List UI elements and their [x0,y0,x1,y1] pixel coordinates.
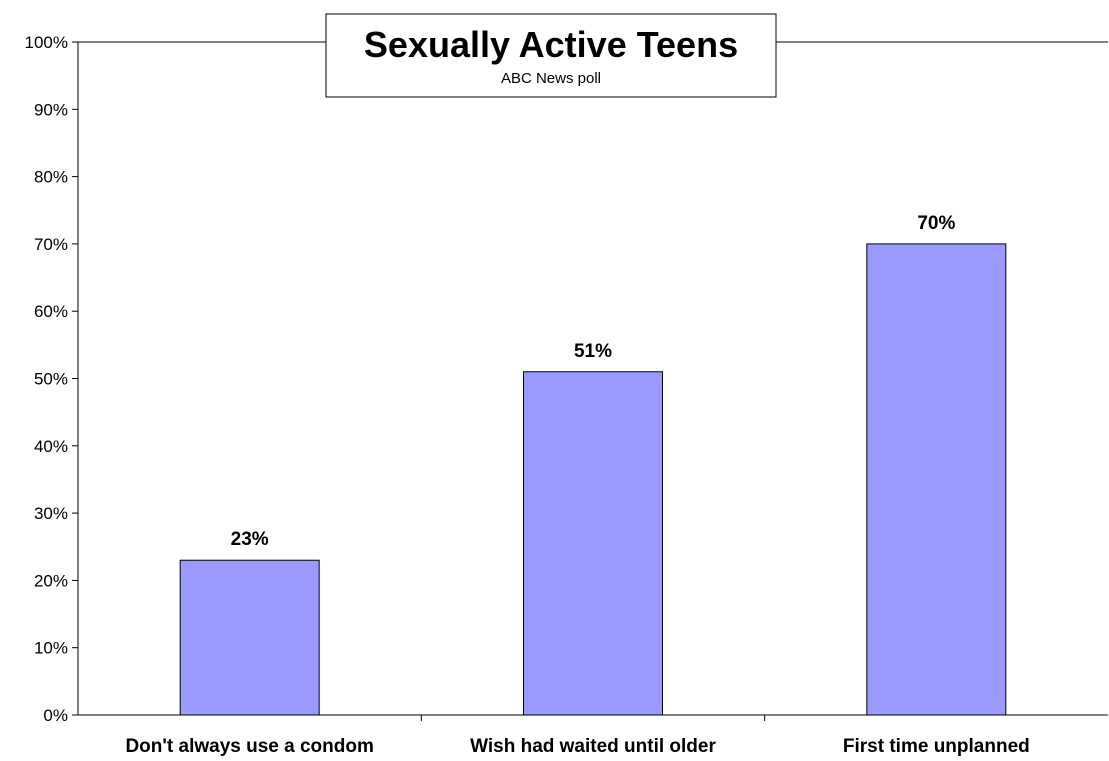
bars [179,243,1007,716]
y-tick-label: 30% [34,504,68,523]
chart-subtitle: ABC News poll [501,70,601,87]
bar [179,559,320,716]
y-tick-label: 40% [34,437,68,456]
category-label: First time unplanned [843,736,1030,757]
y-tick-label: 80% [34,168,68,187]
y-tick-label: 70% [34,235,68,254]
chart-title: Sexually Active Teens [364,24,738,65]
bar [866,243,1007,716]
y-tick-label: 100% [25,33,68,52]
category-label: Don't always use a condom [125,736,373,757]
category-label: Wish had waited until older [470,736,716,757]
y-tick-label: 10% [34,639,68,658]
y-tick-label: 0% [43,706,68,725]
y-tick-label: 90% [34,100,68,119]
data-label: 70% [917,213,955,234]
y-tick-label: 20% [34,571,68,590]
data-label: 23% [231,529,269,550]
y-tick-label: 60% [34,302,68,321]
title-box: Sexually Active Teens ABC News poll [325,13,777,98]
data-label: 51% [574,341,612,362]
y-tick-label: 50% [34,370,68,389]
data-labels: 23% 51% 70% [231,213,956,550]
bar [523,371,663,716]
title-box-frame [325,13,777,98]
category-labels: Don't always use a condom Wish had waited… [125,736,1029,757]
